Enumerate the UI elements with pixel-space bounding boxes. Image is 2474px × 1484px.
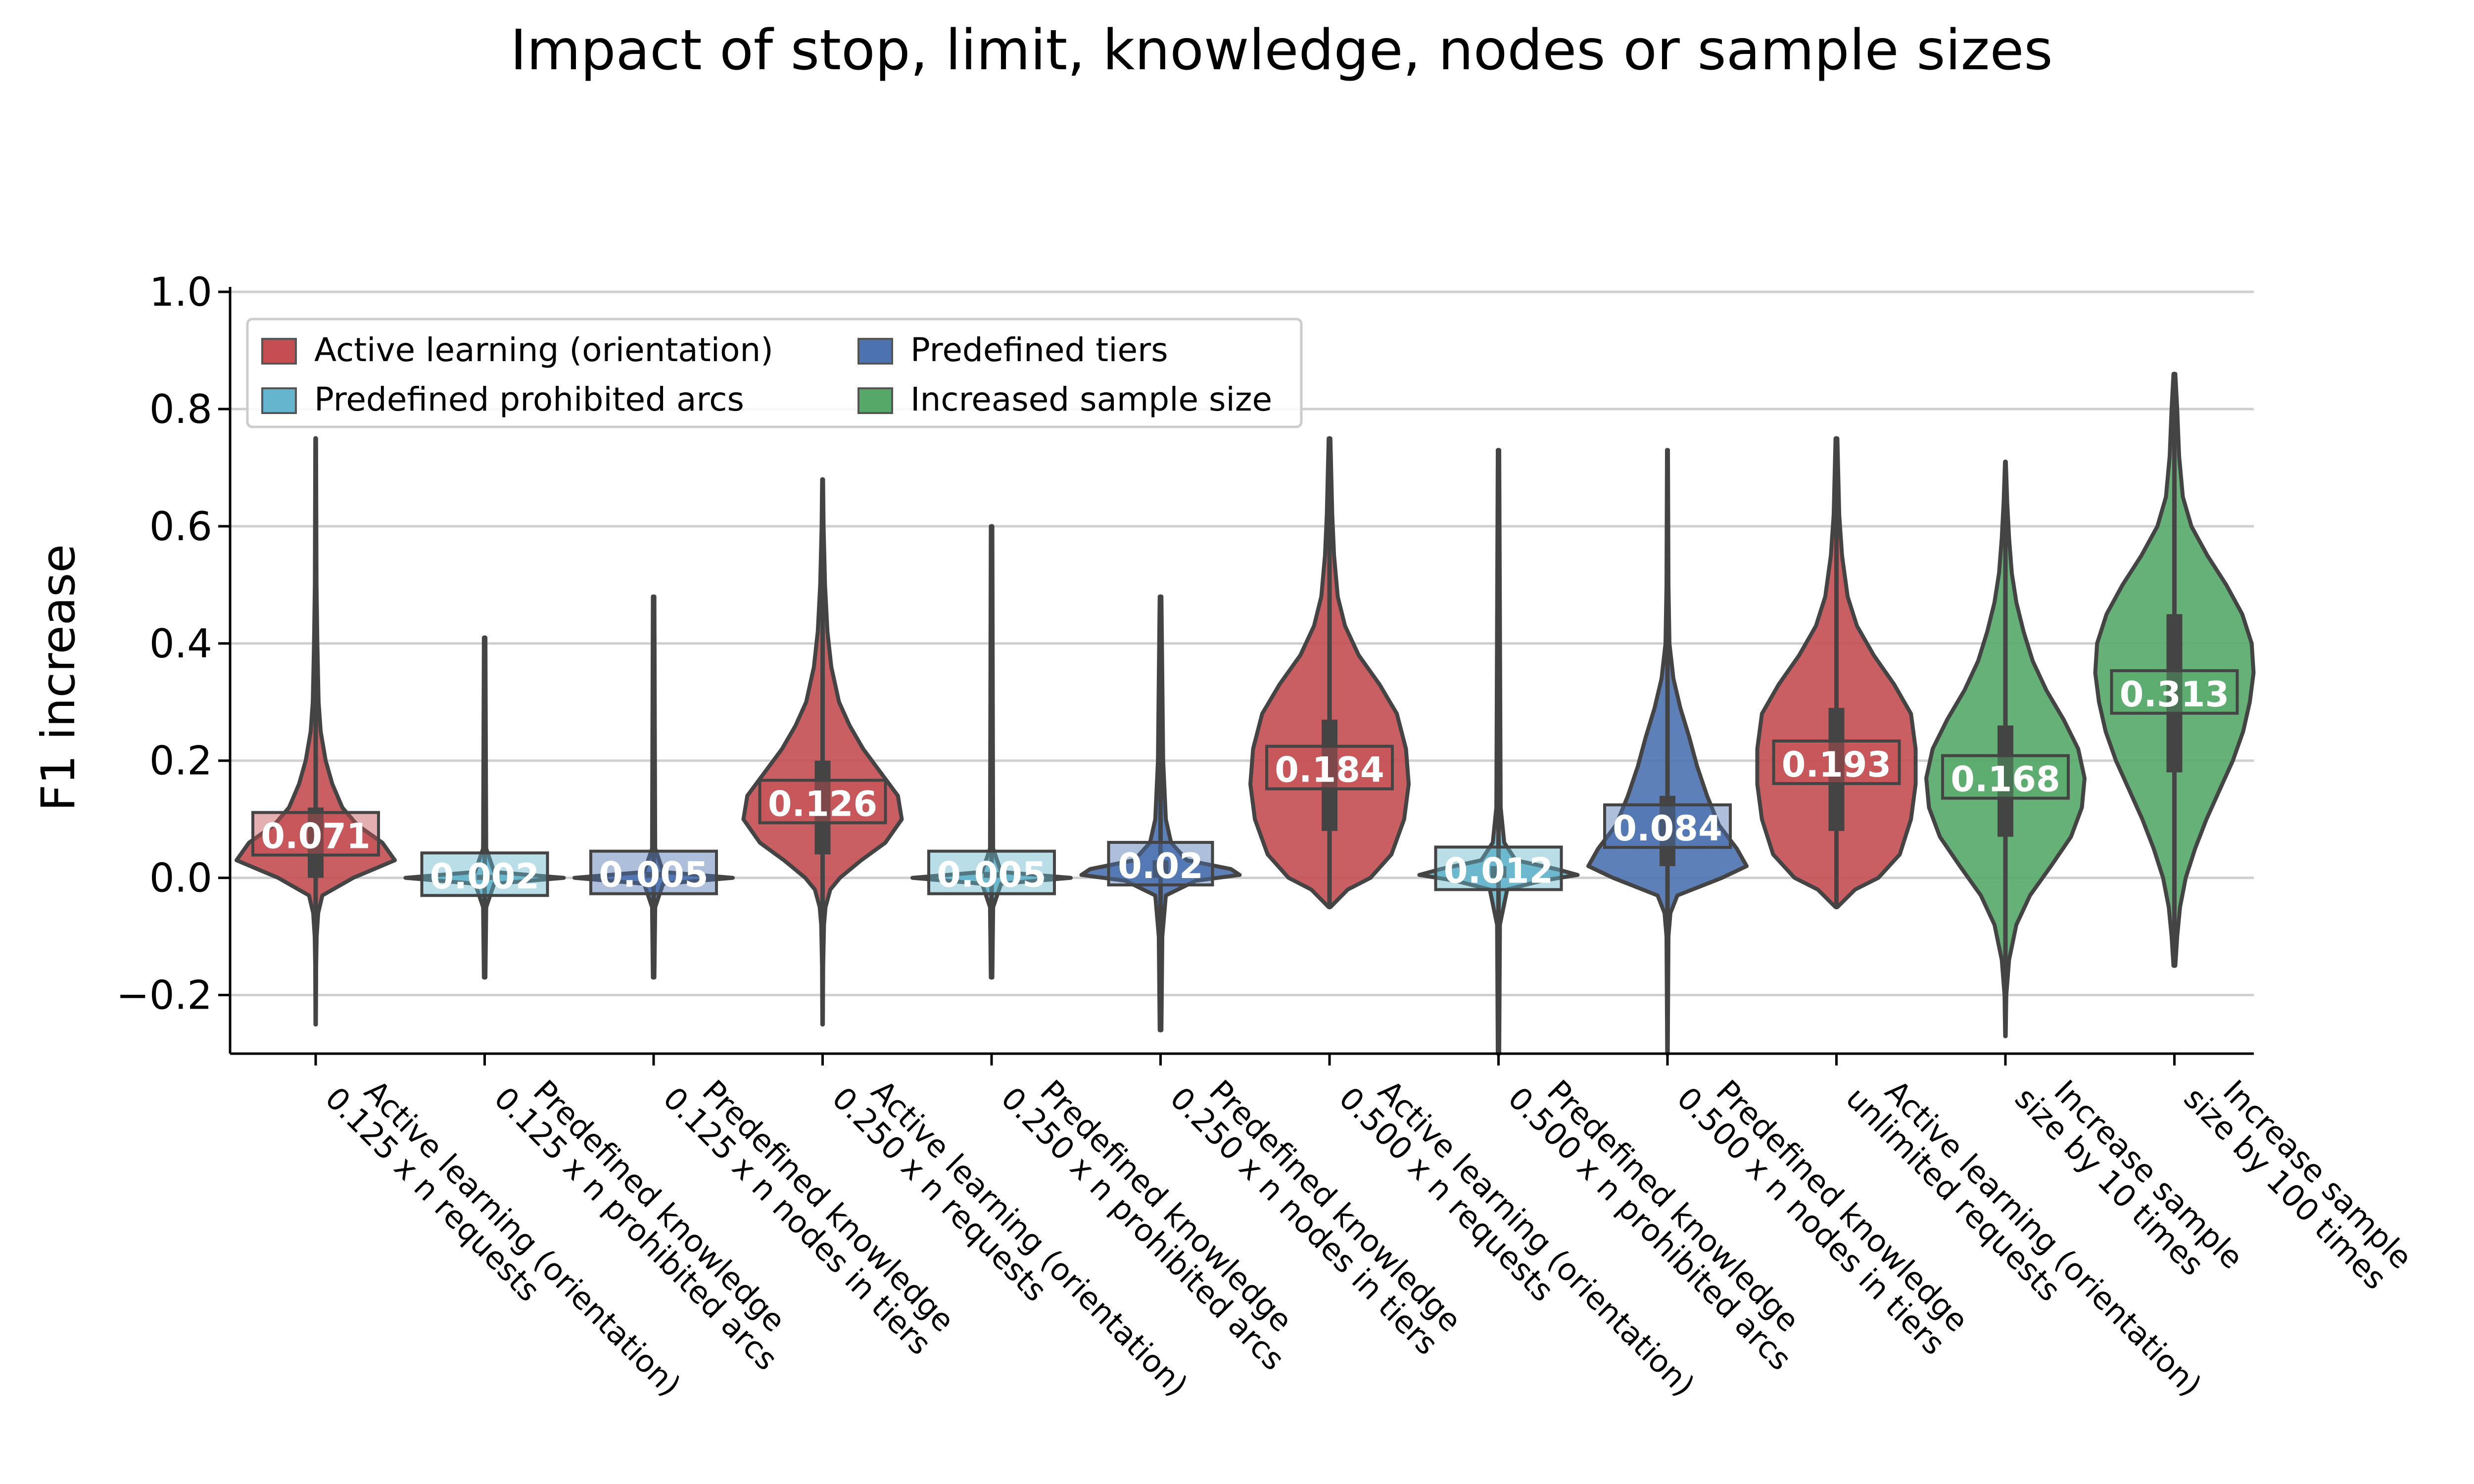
median-label: 0.168 — [1951, 759, 2060, 800]
median-label-box — [251, 811, 380, 857]
median-label: 0.184 — [1275, 750, 1384, 790]
y-tick-label: −0.2 — [116, 973, 212, 1019]
median-label-box — [758, 779, 887, 825]
legend-label: Active learning (orientation) — [314, 331, 773, 369]
violin-iqr-box — [814, 760, 831, 855]
median-label: 0.193 — [1782, 744, 1891, 785]
legend-swatch — [857, 387, 893, 414]
violin-iqr-box — [984, 872, 999, 878]
violin-iqr-box — [1998, 725, 2013, 837]
chart-title: Impact of stop, limit, knowledge, nodes … — [510, 18, 2052, 83]
median-label-box — [1107, 840, 1214, 886]
violin-iqr-box — [1828, 708, 1845, 831]
legend-frame — [246, 318, 1303, 428]
violin-iqr-box — [1490, 866, 1507, 878]
legend-label: Increased sample size — [910, 380, 1272, 418]
violin-layer — [235, 371, 2256, 1056]
violin-iqr-box — [308, 807, 324, 878]
y-tick-label: 0.2 — [149, 738, 212, 784]
x-tick-label-line: size by 100 times — [2177, 1080, 2394, 1297]
legend-label: Predefined prohibited arcs — [314, 380, 744, 418]
y-tick-label: 0.0 — [149, 855, 212, 901]
median-label-box — [927, 849, 1056, 895]
y-tick-label: 1.0 — [149, 269, 212, 315]
violin-iqr-box — [1322, 719, 1337, 831]
legend-swatch — [261, 387, 297, 414]
median-label-box — [1603, 803, 1732, 849]
median-label: 0.002 — [430, 856, 539, 897]
median-label: 0.071 — [261, 816, 370, 857]
median-label-box — [420, 851, 549, 897]
y-tick-label: 0.8 — [149, 386, 212, 432]
legend-layer: Active learning (orientation) Predefined … — [246, 318, 1303, 428]
label-layer: 0.071 0.002 0.005 0.126 0.005 0.02 0.184 0.012 0… — [251, 669, 2239, 897]
violin-iqr-box — [476, 875, 493, 880]
median-label-box — [1265, 744, 1394, 790]
legend-swatch — [261, 338, 297, 365]
median-label-box — [2110, 669, 2239, 715]
violin-iqr-box — [2166, 614, 2183, 773]
violin-iqr-box — [646, 872, 662, 878]
median-label: 0.005 — [599, 855, 708, 895]
median-label: 0.313 — [2120, 674, 2229, 715]
legend-label: Predefined tiers — [910, 331, 1168, 369]
violin-iqr-box — [1660, 795, 1675, 866]
median-label-box — [1772, 739, 1901, 785]
violin-iqr-box — [1152, 860, 1169, 878]
median-label: 0.02 — [1118, 846, 1203, 886]
y-axis-label: F1 increase — [32, 544, 86, 811]
median-label: 0.084 — [1613, 808, 1722, 849]
median-label-box — [1941, 754, 2070, 800]
median-label: 0.005 — [937, 855, 1046, 895]
y-tick-label: 0.4 — [149, 621, 212, 667]
median-label-box — [1434, 845, 1563, 891]
median-label: 0.126 — [768, 784, 877, 824]
median-label-box — [589, 849, 718, 895]
median-label: 0.012 — [1444, 850, 1553, 891]
legend-swatch — [857, 338, 893, 365]
y-tick-label: 0.6 — [149, 504, 212, 550]
